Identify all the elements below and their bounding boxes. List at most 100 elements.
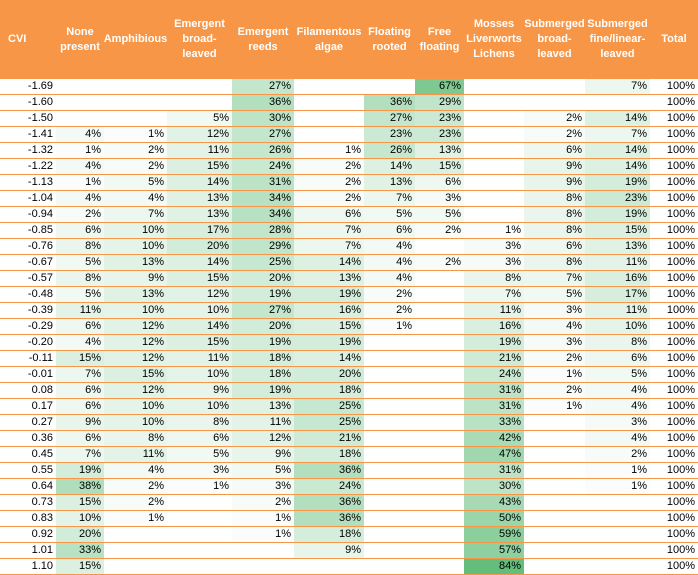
value-cell	[167, 527, 232, 542]
value-cell	[364, 351, 415, 366]
value-cell: 4%	[104, 191, 167, 206]
value-cell: 8%	[464, 271, 524, 286]
table-row: -0.20 4% 12% 15% 19% 19% 19% 3% 8% 100%	[0, 335, 698, 351]
value-cell	[415, 511, 464, 526]
value-cell: 8%	[524, 207, 585, 222]
value-cell: 29%	[415, 95, 464, 110]
value-cell	[415, 319, 464, 334]
value-cell	[524, 511, 585, 526]
value-cell: 15%	[167, 159, 232, 174]
value-cell	[56, 111, 104, 126]
value-cell	[464, 159, 524, 174]
value-cell: 6%	[56, 319, 104, 334]
value-cell: 36%	[364, 95, 415, 110]
value-cell: 21%	[294, 431, 364, 446]
value-cell	[524, 415, 585, 430]
value-cell: 9%	[524, 159, 585, 174]
value-cell: 3%	[464, 239, 524, 254]
value-cell: 6%	[167, 431, 232, 446]
cvi-cell: -1.32	[27, 144, 53, 156]
value-cell	[415, 271, 464, 286]
value-cell: 8%	[56, 271, 104, 286]
value-cell: 11%	[585, 303, 650, 318]
value-cell	[464, 127, 524, 142]
value-cell: 10%	[104, 223, 167, 238]
cvi-cell: -1.04	[27, 192, 53, 204]
table-row: -0.67 5% 13% 14% 25% 14% 4% 2% 3% 8% 11% 100%	[0, 255, 698, 271]
value-cell: 1%	[167, 479, 232, 494]
total-cell: 100%	[666, 544, 695, 556]
table-row: 1.01 33% 9% 57% 100%	[0, 543, 698, 559]
total-cell: 100%	[666, 528, 695, 540]
cvi-cell: 0.27	[31, 416, 53, 428]
value-cell: 6%	[294, 207, 364, 222]
value-cell: 1%	[524, 367, 585, 382]
value-cell	[585, 95, 650, 110]
value-cell: 2%	[364, 287, 415, 302]
value-cell: 12%	[167, 127, 232, 142]
cvi-cell: 1.01	[31, 544, 53, 556]
value-cell	[294, 111, 364, 126]
value-cell: 20%	[232, 319, 294, 334]
value-cell: 13%	[585, 239, 650, 254]
value-cell: 4%	[104, 463, 167, 478]
value-cell: 10%	[104, 415, 167, 430]
value-cell: 33%	[56, 543, 104, 558]
cvi-cell: -0.94	[27, 208, 53, 220]
value-cell: 2%	[415, 255, 464, 270]
value-cell	[415, 399, 464, 414]
table-row: 0.36 6% 8% 6% 12% 21% 42% 4% 100%	[0, 431, 698, 447]
value-cell	[415, 527, 464, 542]
value-cell: 13%	[364, 175, 415, 190]
value-cell: 13%	[167, 207, 232, 222]
value-cell	[415, 463, 464, 478]
total-cell: 100%	[666, 400, 695, 412]
value-cell: 6%	[415, 175, 464, 190]
value-cell: 26%	[232, 143, 294, 158]
value-cell: 15%	[56, 351, 104, 366]
value-cell: 10%	[104, 303, 167, 318]
value-cell: 16%	[464, 319, 524, 334]
value-cell	[464, 111, 524, 126]
total-cell: 100%	[666, 240, 695, 252]
value-cell: 11%	[585, 255, 650, 270]
value-cell	[364, 367, 415, 382]
table-row: -0.11 15% 12% 11% 18% 14% 21% 2% 6% 100%	[0, 351, 698, 367]
value-cell: 4%	[585, 431, 650, 446]
value-cell	[524, 463, 585, 478]
value-cell: 14%	[294, 255, 364, 270]
value-cell: 9%	[104, 271, 167, 286]
value-cell: 33%	[464, 415, 524, 430]
cvi-cell: -1.13	[27, 176, 53, 188]
value-cell: 1%	[294, 143, 364, 158]
value-cell: 31%	[464, 383, 524, 398]
value-cell	[104, 559, 167, 574]
total-cell: 100%	[666, 432, 695, 444]
column-header: Emergent broad- leaved	[174, 18, 225, 60]
value-cell	[56, 95, 104, 110]
value-cell	[415, 495, 464, 510]
value-cell: 15%	[585, 223, 650, 238]
value-cell: 14%	[364, 159, 415, 174]
value-cell: 31%	[464, 399, 524, 414]
table-row: -0.76 8% 10% 20% 29% 7% 4% 3% 6% 13% 100%	[0, 239, 698, 255]
cvi-cell: -0.48	[27, 288, 53, 300]
value-cell: 6%	[56, 431, 104, 446]
value-cell: 24%	[232, 159, 294, 174]
total-cell: 100%	[666, 352, 695, 364]
value-cell: 8%	[524, 223, 585, 238]
table-row: 1.10 15% 84% 100%	[0, 559, 698, 575]
value-cell: 7%	[585, 79, 650, 94]
total-cell: 100%	[666, 160, 695, 172]
value-cell: 14%	[585, 143, 650, 158]
value-cell: 14%	[167, 319, 232, 334]
cvi-cell: 0.17	[31, 400, 53, 412]
total-cell: 100%	[666, 288, 695, 300]
table-row: -0.85 6% 10% 17% 28% 7% 6% 2% 1% 8% 15% 100%	[0, 223, 698, 239]
value-cell: 9%	[232, 447, 294, 462]
value-cell: 5%	[415, 207, 464, 222]
total-cell: 100%	[666, 384, 695, 396]
value-cell: 7%	[56, 367, 104, 382]
value-cell	[167, 95, 232, 110]
